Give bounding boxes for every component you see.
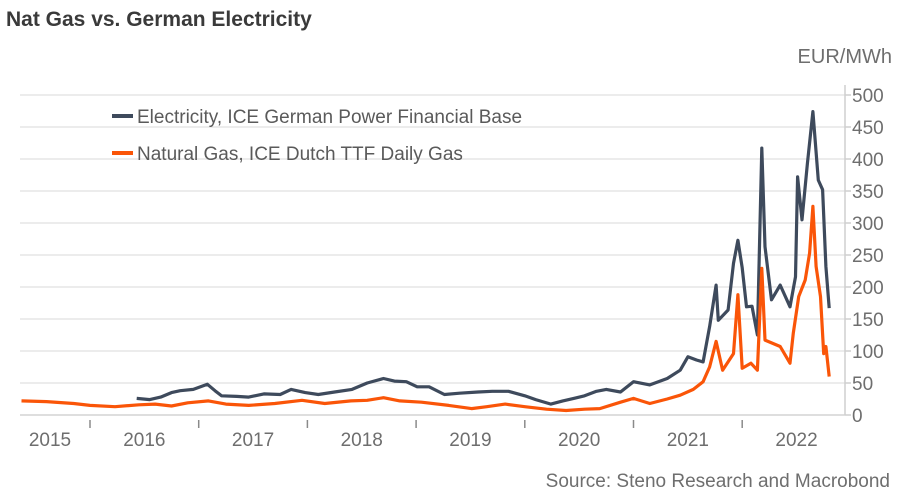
- y-tick-label: 100: [852, 342, 884, 363]
- y-tick-label: 50: [852, 374, 873, 395]
- x-tick-label: 2018: [341, 430, 383, 451]
- x-tick-label: 2021: [667, 430, 709, 451]
- source-note: Source: Steno Research and Macrobond: [545, 471, 890, 492]
- legend-label-electricity: Electricity, ICE German Power Financial …: [137, 107, 522, 128]
- chart-title: Nat Gas vs. German Electricity: [6, 8, 312, 31]
- y-tick-label: 0: [852, 406, 863, 427]
- x-tick-label: 2017: [232, 430, 274, 451]
- y-tick-label: 500: [852, 86, 884, 107]
- axes: 0 50 100 150 200 250 300 350 400 450 500 2015 2016 20…: [29, 85, 884, 451]
- legend: Electricity, ICE German Power Financial …: [112, 107, 522, 165]
- y-tick-label: 200: [852, 278, 884, 299]
- y-axis-unit-label: EUR/MWh: [797, 46, 892, 68]
- y-tick-label: 400: [852, 150, 884, 171]
- legend-label-gas: Natural Gas, ICE Dutch TTF Daily Gas: [137, 144, 463, 165]
- x-tick-label: 2015: [29, 430, 71, 451]
- x-tick-label: 2020: [558, 430, 600, 451]
- x-tick-label: 2016: [123, 430, 165, 451]
- x-tick-label: 2019: [449, 430, 491, 451]
- y-tick-label: 250: [852, 246, 884, 267]
- gridlines: [20, 94, 845, 416]
- y-tick-label: 150: [852, 310, 884, 331]
- y-tick-label: 450: [852, 118, 884, 139]
- y-tick-label: 350: [852, 182, 884, 203]
- x-tick-label: 2022: [775, 430, 817, 451]
- y-tick-label: 300: [852, 214, 884, 235]
- series-line-natural-gas: [21, 204, 831, 413]
- series-line-electricity: [136, 110, 831, 406]
- series-lines: [21, 110, 831, 413]
